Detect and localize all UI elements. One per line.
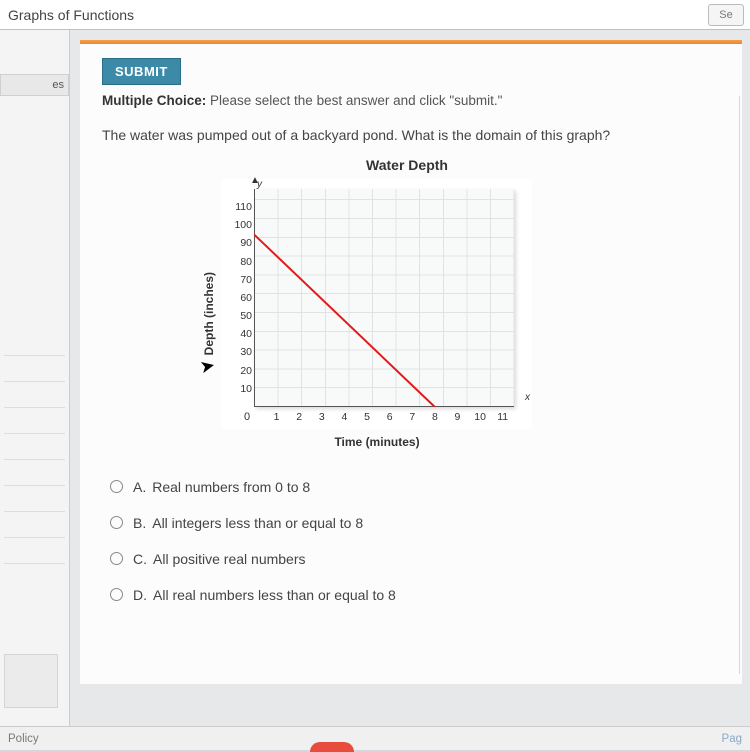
x-tick: 10	[474, 411, 486, 423]
footer-right[interactable]: Pag	[722, 733, 742, 745]
y-axis-letter: y	[257, 179, 262, 190]
sidebar-row	[4, 408, 65, 434]
choice-text: Real numbers from 0 to 8	[152, 479, 310, 495]
y-tick: 40	[222, 328, 252, 340]
y-tick: 20	[222, 365, 252, 377]
y-tick: 90	[222, 237, 252, 249]
sidebar-row	[4, 512, 65, 538]
choice-letter: C.	[133, 551, 147, 567]
choice-letter: D.	[133, 587, 147, 603]
y-tick: 60	[222, 292, 252, 304]
footer-bar: Policy Pag	[0, 726, 750, 750]
chart-container: Water Depth Depth (inches) ▲ y x 0 10203…	[202, 157, 612, 449]
sidebar-rows	[4, 330, 65, 564]
x-axis-letter: x	[525, 392, 530, 403]
y-tick: 30	[222, 346, 252, 358]
submit-button[interactable]: SUBMIT	[102, 58, 181, 85]
instruction-rest: Please select the best answer and click …	[206, 93, 502, 108]
chart-plot: ▲ y x 0 10203040506070809010011012345678…	[222, 179, 532, 429]
radio-icon	[110, 552, 123, 565]
question-card: SUBMIT Multiple Choice: Please select th…	[80, 44, 742, 684]
search-button[interactable]: Se	[708, 4, 744, 26]
radio-icon	[110, 588, 123, 601]
choice-text: All positive real numbers	[153, 551, 306, 567]
sidebar-row	[4, 460, 65, 486]
x-tick: 1	[274, 411, 280, 423]
instruction-bold: Multiple Choice:	[102, 93, 206, 108]
sidebar-row	[4, 382, 65, 408]
choice-letter: B.	[133, 515, 146, 531]
left-sidebar: es	[0, 30, 70, 726]
y-tick: 80	[222, 256, 252, 268]
sidebar-box	[4, 654, 58, 708]
taskbar-indicator	[310, 742, 354, 752]
radio-icon	[110, 480, 123, 493]
y-tick: 10	[222, 383, 252, 395]
choice-option[interactable]: C. All positive real numbers	[110, 551, 712, 567]
origin-label: 0	[244, 411, 250, 423]
chart-grid	[254, 189, 514, 407]
sidebar-row	[4, 486, 65, 512]
choice-option[interactable]: D. All real numbers less than or equal t…	[110, 587, 712, 603]
x-tick: 2	[296, 411, 302, 423]
y-tick: 110	[222, 201, 252, 213]
chart-title: Water Depth	[202, 157, 612, 173]
x-axis-label: Time (minutes)	[334, 435, 419, 449]
x-tick: 4	[342, 411, 348, 423]
y-tick: 100	[222, 219, 252, 231]
choice-text: All integers less than or equal to 8	[152, 515, 363, 531]
x-tick: 8	[432, 411, 438, 423]
footer-left[interactable]: Policy	[8, 733, 39, 745]
x-tick: 6	[387, 411, 393, 423]
x-tick: 3	[319, 411, 325, 423]
radio-icon	[110, 516, 123, 529]
page-title: Graphs of Functions	[8, 7, 134, 23]
content-area: SUBMIT Multiple Choice: Please select th…	[70, 30, 750, 726]
x-tick: 5	[364, 411, 370, 423]
choice-letter: A.	[133, 479, 146, 495]
y-axis-label: Depth (inches)	[202, 272, 216, 355]
sidebar-row	[4, 538, 65, 564]
app-header: Graphs of Functions	[0, 0, 750, 30]
y-tick: 50	[222, 310, 252, 322]
sidebar-row	[4, 356, 65, 382]
instruction-text: Multiple Choice: Please select the best …	[102, 93, 712, 108]
choice-option[interactable]: B. All integers less than or equal to 8	[110, 515, 712, 531]
sidebar-tab[interactable]: es	[0, 74, 69, 96]
sidebar-row	[4, 330, 65, 356]
sidebar-row	[4, 434, 65, 460]
x-tick: 9	[455, 411, 461, 423]
y-tick: 70	[222, 274, 252, 286]
choice-text: All real numbers less than or equal to 8	[153, 587, 396, 603]
x-tick: 11	[497, 411, 508, 423]
x-tick: 7	[409, 411, 415, 423]
choice-option[interactable]: A. Real numbers from 0 to 8	[110, 479, 712, 495]
answer-choices: A. Real numbers from 0 to 8 B. All integ…	[110, 479, 712, 603]
question-text: The water was pumped out of a backyard p…	[102, 126, 642, 145]
